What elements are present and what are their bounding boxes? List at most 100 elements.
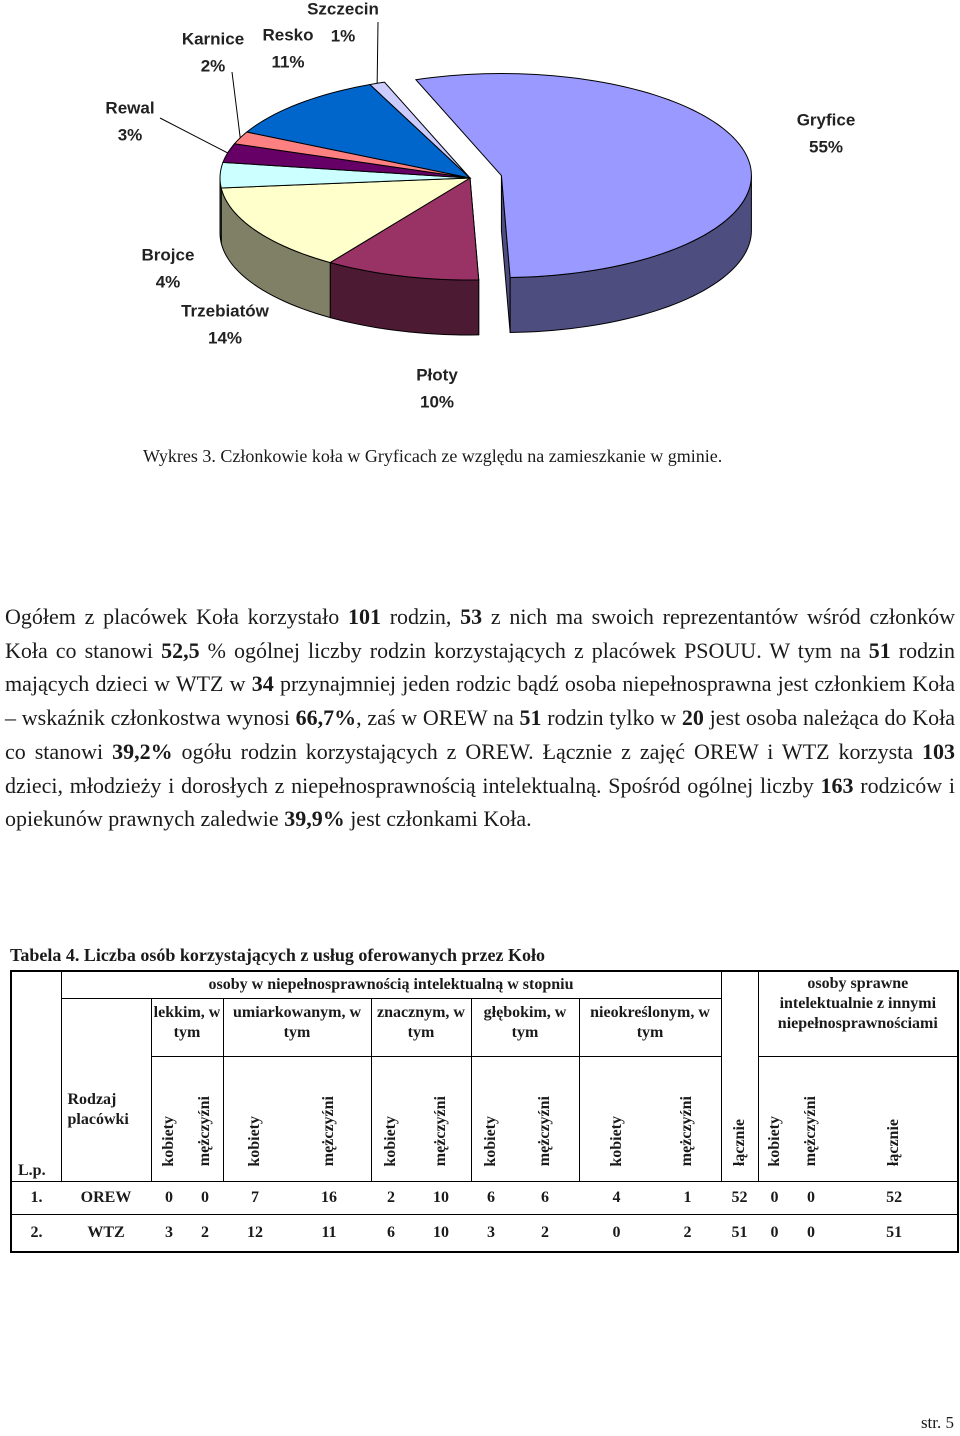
table-cell: 0 — [770, 1188, 779, 1206]
header-text: łącznie — [885, 1119, 903, 1167]
pie-chart: Gryfice 55% Płoty 10% Trzebiatów 14% Brojce 4% R… — [105, 0, 856, 411]
slice-label: Gryfice — [797, 110, 856, 129]
slice-value-label: 10% — [420, 392, 454, 411]
table-title: Tabela 4. Liczba osób korzystających z u… — [10, 945, 545, 965]
slice-value-label: 4% — [156, 272, 181, 291]
paragraph: Ogółem z placówek Koła korzystało 101 ro… — [5, 600, 955, 836]
table-cell: 0 — [612, 1223, 621, 1241]
slice-label: Szczecin — [307, 0, 379, 18]
table-cell: 7 — [251, 1188, 259, 1206]
table-cell: 51 — [731, 1223, 748, 1241]
header-cell: kobiety — [150, 1056, 187, 1181]
table-cell: 6 — [387, 1223, 395, 1241]
header-cell: lekkim, w tym — [150, 997, 224, 1057]
text: , zaś w OREW na — [356, 705, 520, 731]
table-cell: 52 — [886, 1188, 903, 1206]
text: rodzin, — [381, 604, 461, 629]
slice-value-label: 14% — [208, 328, 242, 347]
pie-slice — [220, 177, 471, 264]
table-cell: 12 — [247, 1223, 263, 1241]
slice-label: Płoty — [416, 365, 458, 384]
text: rodzin mających dzieci w WTZ w — [5, 637, 956, 697]
header-text: kobiety — [765, 1115, 783, 1167]
table-cell: 3 — [487, 1223, 495, 1241]
table-cell: 0 — [165, 1188, 173, 1206]
table-cell: 2. — [30, 1223, 43, 1241]
header-cell: kobiety — [370, 1056, 411, 1181]
table-cell: 1. — [30, 1188, 43, 1206]
bold-text: 101 — [348, 604, 381, 629]
table-cell: 2 — [201, 1223, 209, 1241]
pie-slice — [414, 73, 752, 279]
slice-label: Brojce — [142, 245, 195, 264]
pie-slice — [328, 177, 480, 281]
bold-text: 34 — [251, 671, 274, 697]
text: rodziców i opiekunów prawnych zaledwie — [5, 772, 955, 832]
table-cell: 0 — [201, 1188, 209, 1206]
table-cell: 0 — [770, 1223, 779, 1241]
text: Ogółem z placówek Koła korzystało — [5, 604, 348, 629]
leader-line — [376, 21, 379, 84]
header-cell: mężczyźni — [411, 1056, 471, 1181]
bold-text: 51 — [519, 705, 542, 731]
header-cell: kobiety — [757, 1056, 792, 1181]
table-row: 2. WTZ 3 2 12 11 6 10 3 2 0 2 51 0 0 51 — [11, 1214, 959, 1252]
header-text: kobiety — [382, 1115, 400, 1167]
header-text: mężczyźni — [431, 1096, 449, 1167]
table-cell: OREW — [80, 1188, 132, 1206]
bold-text: 39,9% — [284, 806, 345, 832]
text: jest członkami Koła. — [344, 806, 532, 832]
table-cell: 2 — [541, 1223, 549, 1241]
pie-slice — [368, 81, 471, 179]
header-cell: znacznym, w tym — [370, 997, 472, 1057]
header-cell: głębokim, w tym — [470, 997, 580, 1057]
header-text: kobiety — [607, 1115, 625, 1167]
table-cell: 6 — [541, 1188, 549, 1206]
header-text: kobiety — [246, 1115, 264, 1167]
table-cell: 4 — [612, 1188, 621, 1206]
table-cell: 10 — [433, 1188, 449, 1206]
leader-line — [231, 71, 241, 138]
table-row: 1. OREW 0 0 7 16 2 10 6 6 4 1 52 0 0 52 — [11, 1181, 959, 1214]
bold-text: 103 — [922, 738, 956, 764]
text: z nich ma swoich reprezentantów wśród cz… — [5, 604, 956, 663]
table: L.p. osoby w niepełnosprawnością intelek… — [10, 970, 960, 1253]
header-text: kobiety — [482, 1115, 500, 1167]
text: rodzin tylko w — [541, 705, 682, 731]
text: dzieci, młodzieży i dorosłych z niepełno… — [5, 772, 821, 798]
table-cell: 0 — [807, 1188, 816, 1206]
header-text: mężczyźni — [535, 1096, 553, 1167]
bold-text: 163 — [820, 772, 854, 798]
table-cell: 2 — [387, 1188, 395, 1206]
table-cell: WTZ — [87, 1223, 125, 1241]
header-cell: nieokreślonym, w tym — [578, 997, 722, 1057]
bold-text: 20 — [681, 705, 704, 731]
header-text: mężczyźni — [678, 1096, 696, 1167]
bold-text: 52,5 — [161, 637, 200, 663]
table-cell: 2 — [683, 1223, 692, 1241]
header-text: łącznie — [730, 1119, 748, 1167]
text: % ogólnej liczby rodzin korzystających z… — [199, 637, 869, 663]
slice-label: Karnice — [182, 29, 244, 48]
header-cell: kobiety — [578, 1056, 654, 1181]
table-cell: 6 — [487, 1188, 495, 1206]
slice-label: Rewal — [105, 98, 154, 117]
header-cell: L.p. — [18, 1161, 46, 1179]
header-text: kobiety — [160, 1115, 178, 1167]
slice-value-label: 11% — [271, 52, 304, 71]
slice-label: Resko — [262, 25, 313, 44]
header-cell: mężczyźni — [187, 1056, 223, 1181]
header-cell: mężczyźni — [511, 1056, 579, 1181]
text: ogółu rodzin korzystających z OREW. Łącz… — [172, 738, 923, 764]
header-cell: mężczyźni — [654, 1056, 721, 1181]
bold-text: 53 — [460, 604, 483, 629]
header-text: mężczyźni — [802, 1096, 820, 1167]
header-text: mężczyźni — [195, 1096, 213, 1167]
table-cell: 11 — [321, 1223, 337, 1241]
header-cell: osoby w niepełnosprawnością intelektualn… — [60, 970, 722, 999]
table-cell: 0 — [807, 1223, 816, 1241]
table-cell: 10 — [433, 1223, 449, 1241]
table-cell: 16 — [321, 1188, 337, 1206]
header-cell: mężczyźni — [791, 1056, 831, 1181]
